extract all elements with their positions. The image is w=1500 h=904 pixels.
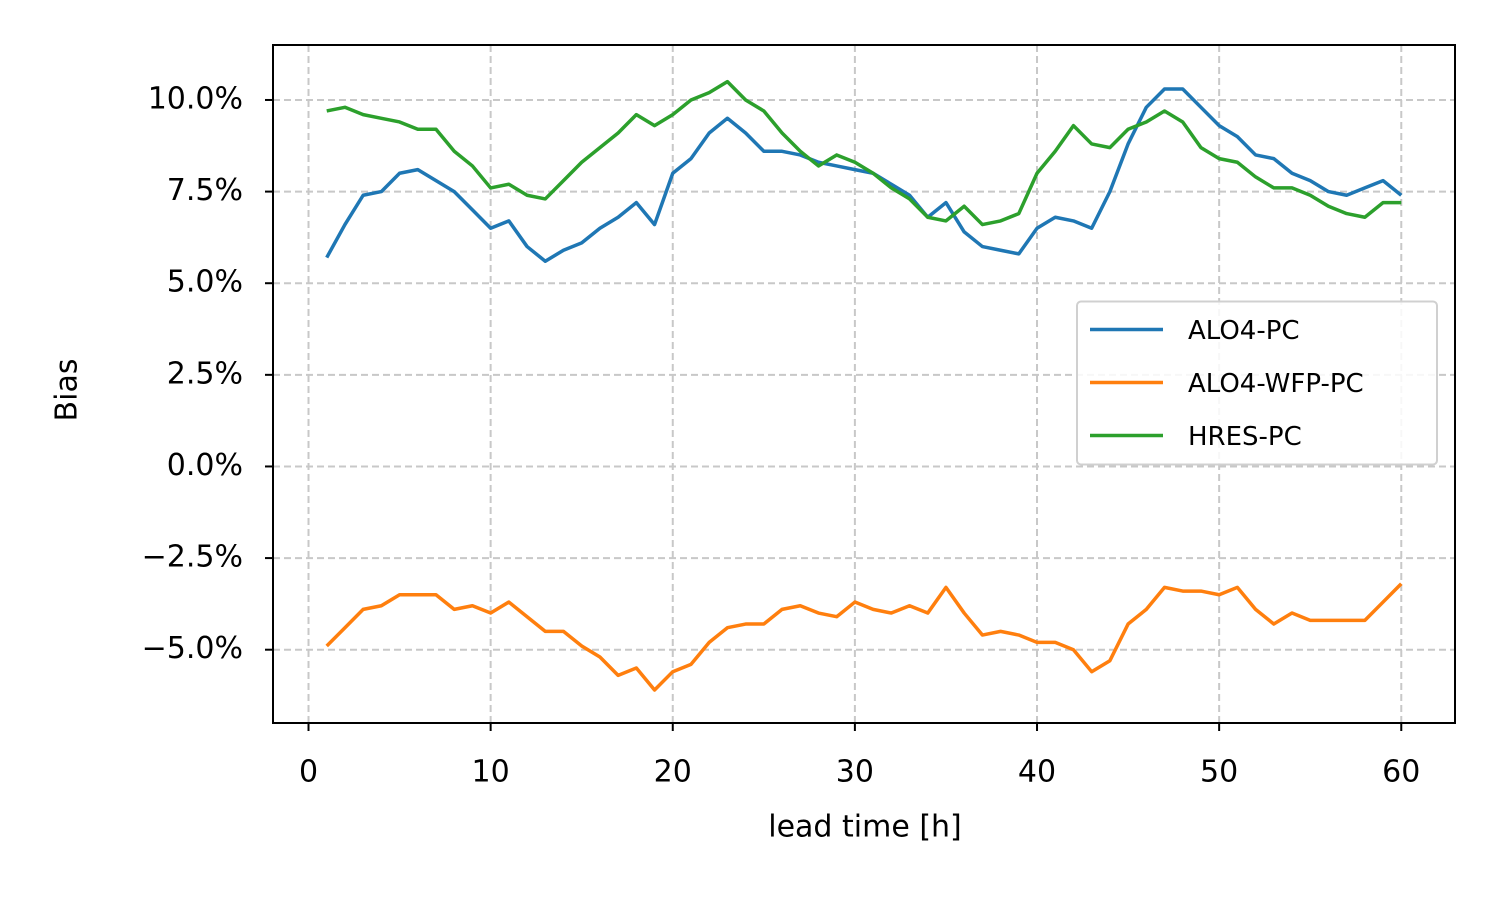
x-tick-label: 20 — [654, 755, 692, 790]
y-tick-label: 2.5% — [167, 356, 243, 391]
y-tick-label: 10.0% — [148, 81, 243, 116]
y-tick-label: −5.0% — [142, 631, 243, 666]
y-tick-label: 5.0% — [167, 265, 243, 300]
legend: ALO4-PC ALO4-WFP-PC HRES-PC — [1076, 300, 1438, 466]
data-line — [325, 582, 1403, 692]
legend-label: ALO4-PC — [1188, 316, 1300, 346]
x-tick-label: 40 — [1018, 755, 1056, 790]
axes-frame — [272, 44, 1456, 724]
plot-area — [325, 79, 1403, 692]
data-line — [326, 79, 1402, 227]
x-tick-label: 10 — [472, 755, 510, 790]
y-tick-label: −2.5% — [142, 540, 243, 575]
data-line — [325, 87, 1403, 263]
legend-label: HRES-PC — [1188, 422, 1302, 452]
x-tick-label: 60 — [1382, 755, 1420, 790]
y-tick-label: 0.0% — [167, 448, 243, 483]
x-axis-label: lead time [h] — [768, 810, 962, 845]
x-tick-label: 30 — [836, 755, 874, 790]
y-tick-label: 7.5% — [167, 173, 243, 208]
x-tick-label: 50 — [1200, 755, 1238, 790]
legend-box — [1076, 300, 1438, 466]
y-axis-label: Bias — [50, 359, 85, 422]
x-tick-label: 0 — [299, 755, 318, 790]
legend-label: ALO4-WFP-PC — [1188, 369, 1364, 399]
